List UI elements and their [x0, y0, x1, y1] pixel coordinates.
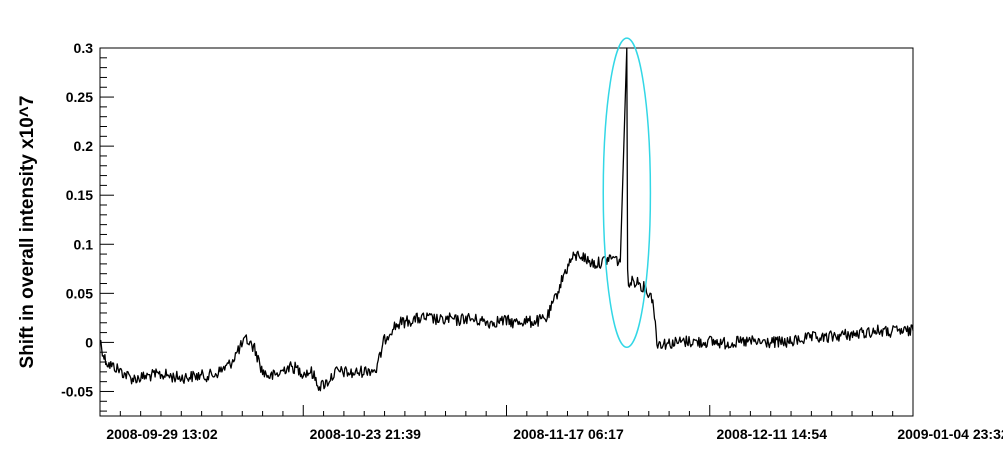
y-tick-label: 0.2: [74, 138, 94, 154]
x-axis-tick-labels: 2008-09-29 13:02 2008-10-23 21:39 2008-11-…: [106, 426, 1003, 442]
plot-frame: [99, 47, 914, 417]
x-tick-label: 2009-01-04 23:32: [897, 426, 1003, 442]
y-axis-ticks: [100, 47, 114, 412]
x-tick-label: 2008-09-29 13:02: [106, 426, 218, 442]
highlight-ellipse: [602, 37, 652, 349]
y-tick-label: 0.1: [74, 236, 94, 252]
y-tick-label: 0.15: [66, 187, 93, 203]
y-axis-tick-labels: -0.05 0 0.05 0.1 0.15 0.2 0.25 0.3: [61, 40, 93, 399]
highlight-group: [602, 37, 652, 349]
y-tick-label: 0.3: [74, 40, 94, 56]
y-tick-label: -0.05: [61, 383, 93, 399]
series-line: [99, 47, 914, 392]
y-axis-title: Shift in overall intensity x10^7: [17, 96, 38, 369]
series-group: [99, 47, 914, 392]
x-axis-ticks: [99, 405, 914, 416]
x-tick-label: 2008-12-11 14:54: [716, 426, 827, 442]
x-tick-label: 2008-11-17 06:17: [513, 426, 624, 442]
y-tick-label: 0.05: [66, 285, 93, 301]
y-tick-label: 0: [85, 334, 93, 350]
x-tick-label: 2008-10-23 21:39: [310, 426, 422, 442]
y-tick-label: 0.25: [66, 89, 93, 105]
